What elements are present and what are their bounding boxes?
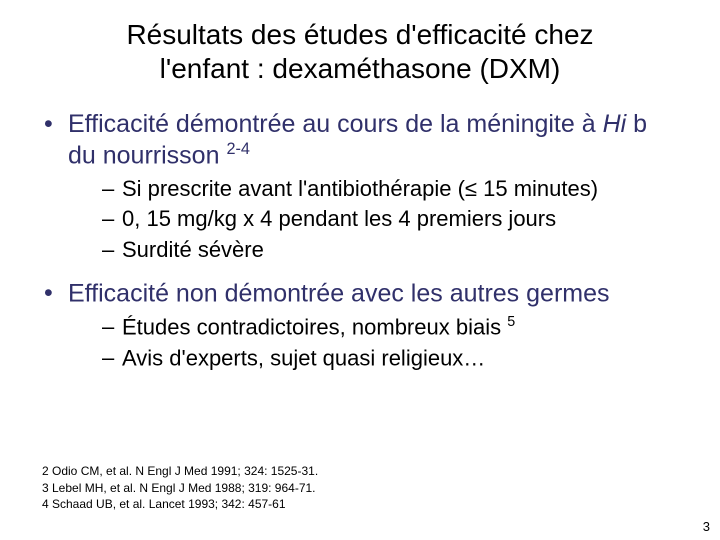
title-line-1: Résultats des études d'efficacité chez: [126, 19, 593, 50]
slide: { "title": { "line1": "Résultats des étu…: [0, 0, 720, 540]
bullet-list: Efficacité démontrée au cours de la méni…: [40, 109, 680, 373]
sub-item-text: Surdité sévère: [122, 237, 264, 262]
bullet-2-sublist: Études contradictoires, nombreux biais 5…: [68, 313, 680, 373]
references: 2 Odio CM, et al. N Engl J Med 1991; 324…: [42, 463, 318, 512]
sub-item: Avis d'experts, sujet quasi religieux…: [102, 344, 680, 373]
sub-item: 0, 15 mg/kg x 4 pendant les 4 premiers j…: [102, 205, 680, 234]
bullet-1-sup: 2-4: [226, 140, 250, 158]
sub-item: Si prescrite avant l'antibiothérapie (≤ …: [102, 175, 680, 204]
bullet-1-sublist: Si prescrite avant l'antibiothérapie (≤ …: [68, 175, 680, 265]
bullet-1-text-pre: Efficacité démontrée au cours de la méni…: [68, 110, 603, 138]
sub-item: Surdité sévère: [102, 236, 680, 265]
ref-line: 4 Schaad UB, et al. Lancet 1993; 342: 45…: [42, 496, 318, 512]
bullet-1: Efficacité démontrée au cours de la méni…: [40, 109, 680, 264]
sub-item-text: 0, 15 mg/kg x 4 pendant les 4 premiers j…: [122, 206, 556, 231]
bullet-2-text-pre: Efficacité non démontrée avec les autres…: [68, 280, 610, 308]
sub-item: Études contradictoires, nombreux biais 5: [102, 313, 680, 342]
ref-line: 3 Lebel MH, et al. N Engl J Med 1988; 31…: [42, 480, 318, 496]
page-number: 3: [703, 519, 710, 534]
sub-item-text: Si prescrite avant l'antibiothérapie (≤ …: [122, 176, 598, 201]
sub-item-sup: 5: [507, 314, 515, 330]
bullet-2: Efficacité non démontrée avec les autres…: [40, 278, 680, 373]
slide-title: Résultats des études d'efficacité chez l…: [0, 0, 720, 95]
sub-item-text: Avis d'experts, sujet quasi religieux…: [122, 345, 485, 370]
ref-line: 2 Odio CM, et al. N Engl J Med 1991; 324…: [42, 463, 318, 479]
title-line-2: l'enfant : dexaméthasone (DXM): [160, 53, 561, 84]
sub-item-text: Études contradictoires, nombreux biais: [122, 314, 507, 339]
bullet-1-text-italic: Hi: [603, 110, 627, 138]
